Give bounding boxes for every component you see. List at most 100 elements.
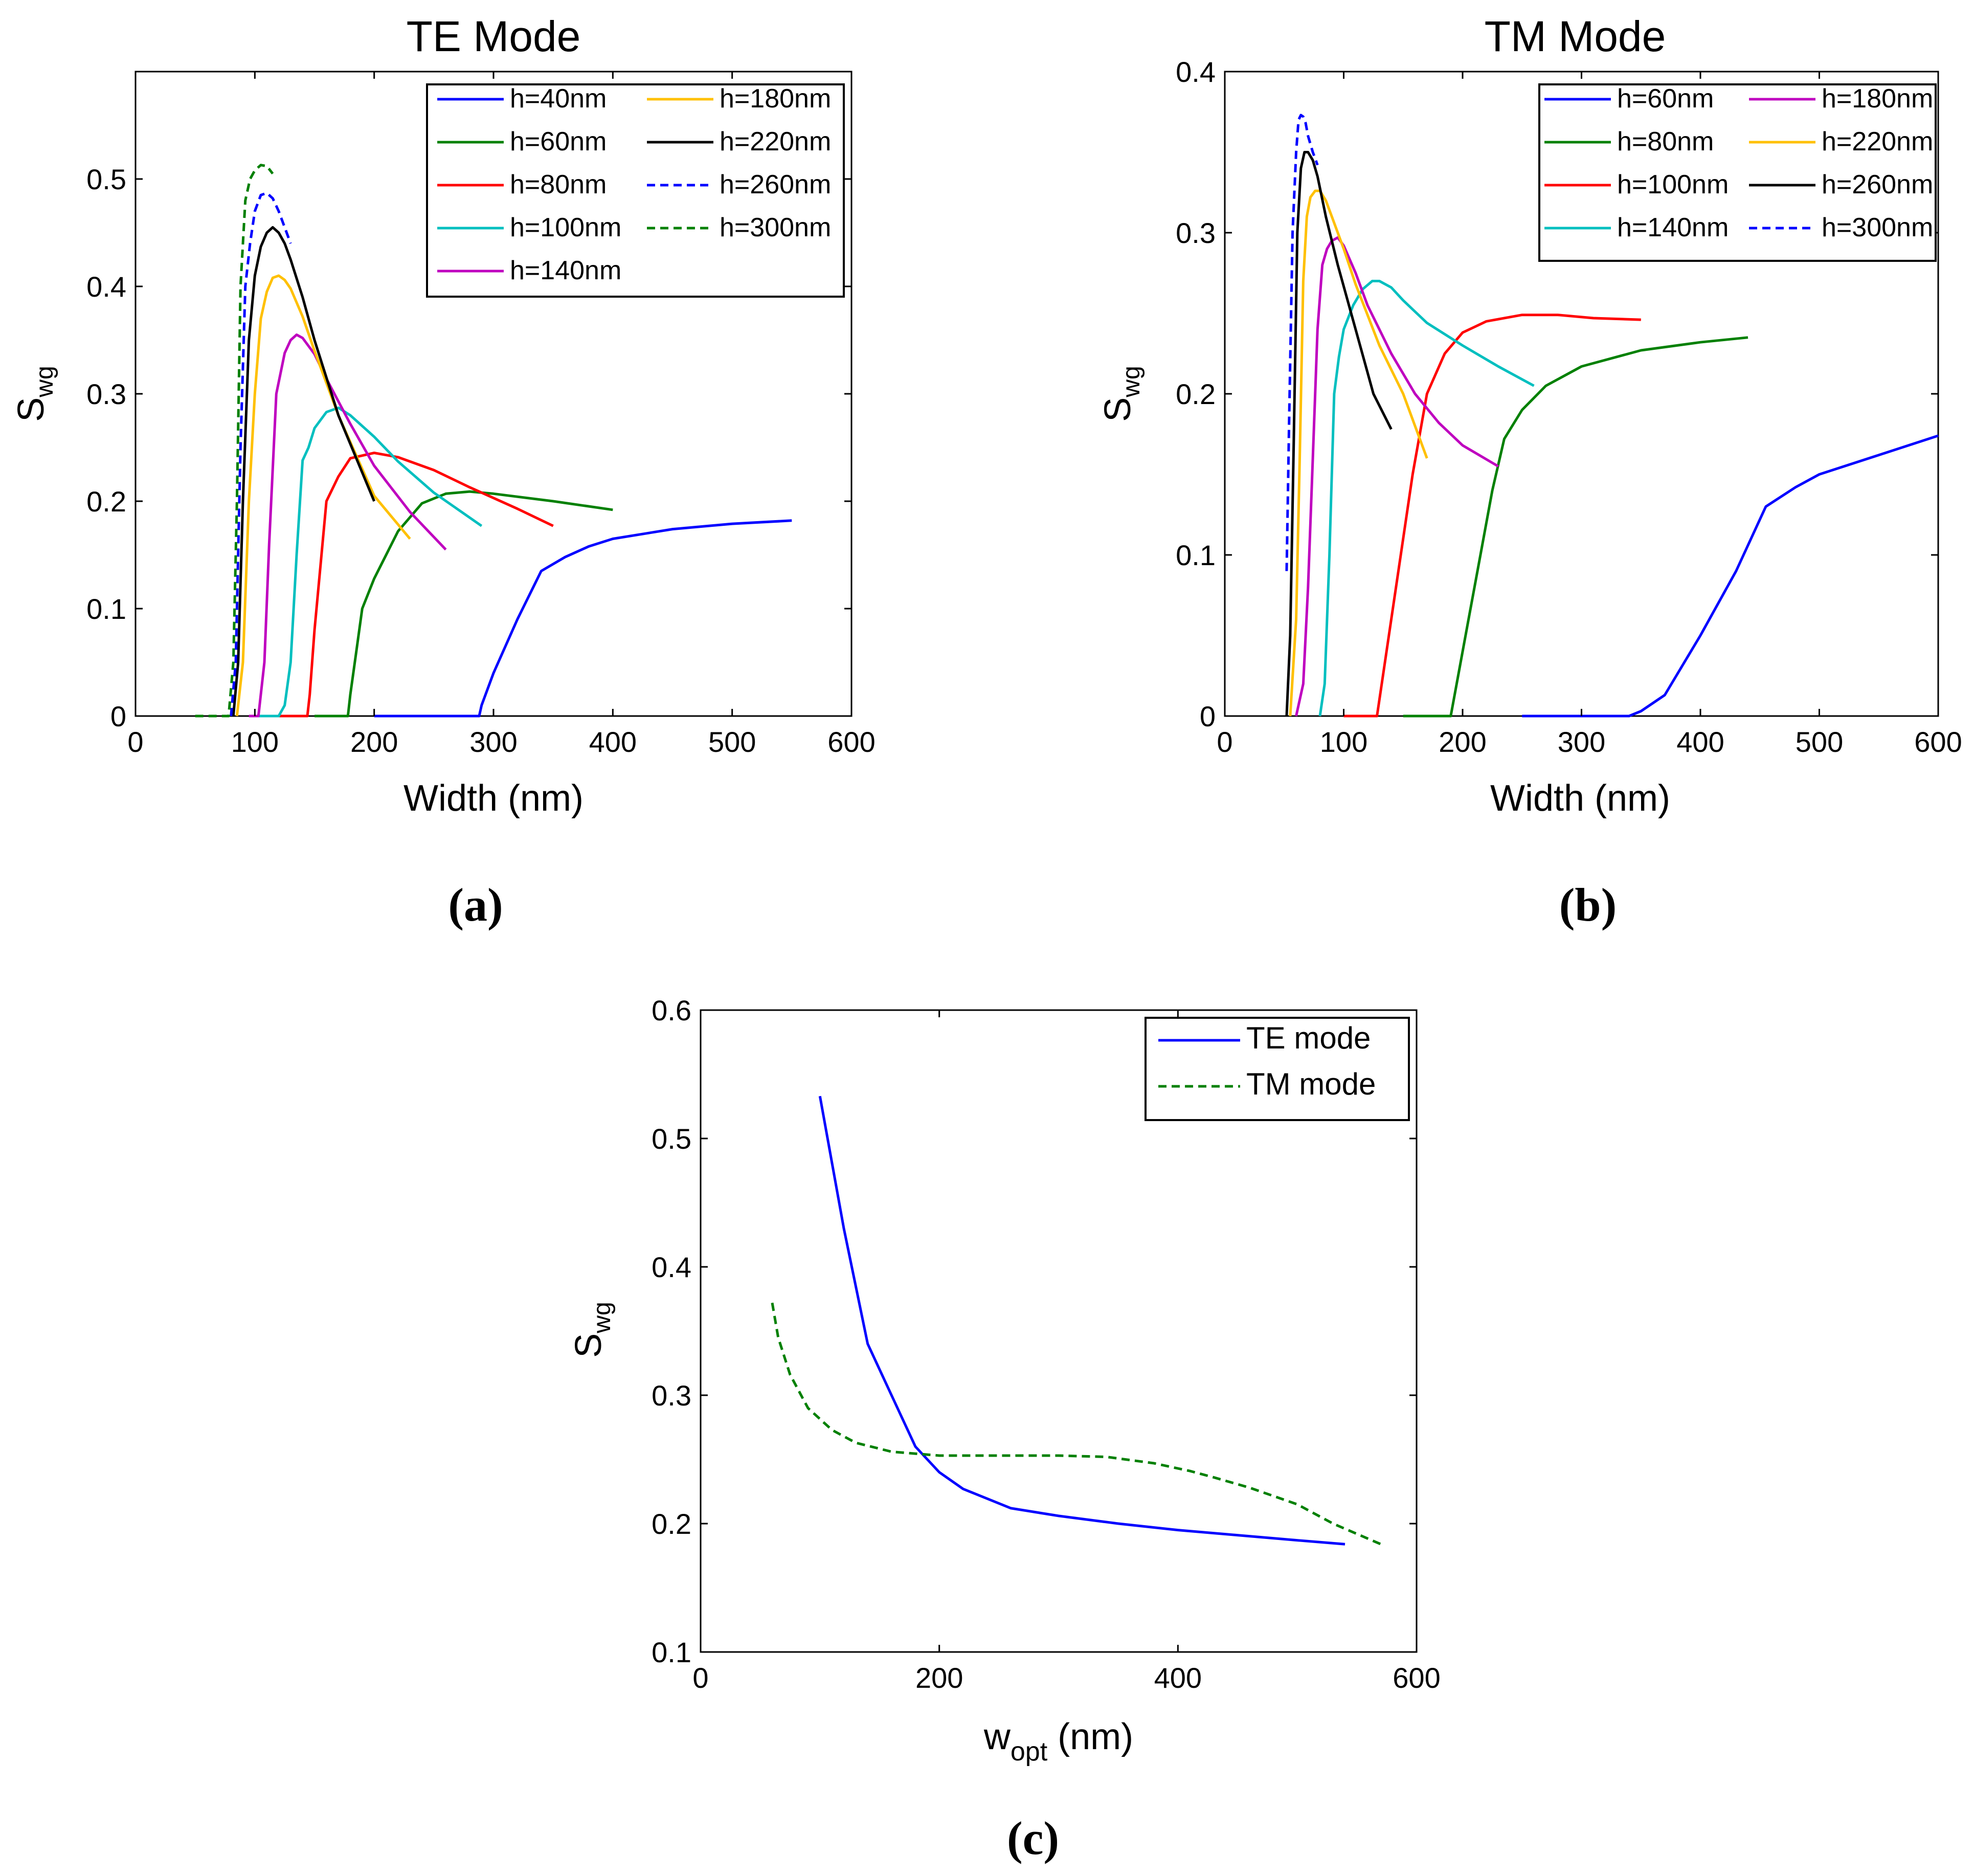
x-axis-label-a: Width (nm) [403, 778, 584, 819]
series-group-a [195, 164, 792, 718]
legend-label-b-1: h=80nm [1617, 127, 1714, 157]
y-tick-label-c-0: 0.1 [652, 1636, 691, 1668]
y-axis-label-c: Swg [568, 1302, 616, 1357]
legend-label-a-2: h=80nm [510, 170, 607, 199]
y-tick-label-a-0: 0 [110, 700, 126, 732]
x-tick-label-b-3: 300 [1558, 726, 1605, 758]
legend-label-b-2: h=100nm [1617, 170, 1729, 199]
y-tick-label-c-2: 0.3 [652, 1379, 691, 1412]
x-tick-label-a-3: 300 [469, 726, 517, 758]
series-line-c-1 [771, 1302, 1381, 1546]
y-axis-label-sub-b: wg [1118, 366, 1145, 397]
caption-a: (a) [448, 879, 503, 931]
series-line-b-7 [1285, 114, 1319, 571]
y-tick-label-a-1: 0.1 [86, 593, 126, 625]
y-tick-label-b-1: 0.1 [1176, 539, 1216, 571]
y-axis-label-b: Swg [1097, 366, 1145, 421]
legend-label-a-4: h=140nm [510, 256, 621, 285]
legend-label-b-5: h=220nm [1822, 127, 1933, 157]
legend-label-a-3: h=100nm [510, 213, 621, 242]
series-line-b-4 [1295, 236, 1499, 717]
legend-c: TE mode TM mode [1145, 1017, 1410, 1121]
series-line-b-2 [1343, 314, 1641, 718]
chart-title-b: TM Mode [1485, 12, 1666, 60]
y-tick-label-c-4: 0.5 [652, 1123, 691, 1155]
y-tick-label-b-3: 0.3 [1176, 217, 1216, 249]
x-axis-label-sub-c: opt [1011, 1737, 1048, 1767]
legend-entries-b: h=60nm h=80nm h=100nm h=140nm h=180nm h=220nm… [1544, 84, 1933, 242]
y-axis-label-main-a: S [11, 397, 52, 422]
y-tick-label-b-0: 0 [1200, 700, 1216, 732]
legend-label-c-0: TE mode [1246, 1021, 1371, 1055]
y-axis-label-main-b: S [1097, 397, 1138, 422]
y-tick-label-b-4: 0.4 [1176, 56, 1216, 88]
y-tick-label-a-5: 0.5 [86, 163, 126, 195]
x-tick-label-b-2: 200 [1439, 726, 1486, 758]
series-line-a-8 [195, 164, 274, 718]
legend-label-a-6: h=220nm [720, 127, 831, 157]
series-line-a-3 [255, 406, 483, 718]
y-tick-label-a-2: 0.2 [86, 485, 126, 518]
series-line-b-0 [1522, 434, 1939, 718]
y-tick-label-a-3: 0.3 [86, 378, 126, 410]
series-line-a-7 [230, 191, 292, 717]
series-group-c [771, 1096, 1381, 1546]
x-tick-label-c-1: 200 [915, 1662, 963, 1694]
legend-label-b-0: h=60nm [1617, 84, 1714, 114]
series-line-b-1 [1403, 336, 1748, 718]
x-tick-label-c-0: 0 [692, 1662, 708, 1694]
series-line-a-1 [315, 490, 613, 718]
series-line-b-6 [1285, 151, 1393, 717]
y-axis-label-main-c: S [568, 1333, 609, 1358]
x-tick-label-c-2: 400 [1154, 1662, 1202, 1694]
legend-label-a-8: h=300nm [720, 213, 831, 242]
y-tick-label-c-5: 0.6 [652, 994, 691, 1026]
legend-label-a-5: h=180nm [720, 84, 831, 114]
ticks-a: 0 100 200 300 400 500 600 0 0.1 0.2 0.3 0.4 0.5 [86, 72, 876, 758]
series-group-b [1285, 114, 1939, 718]
legend-entries-c: TE mode TM mode [1158, 1021, 1376, 1101]
x-axis-label-b: Width (nm) [1490, 778, 1670, 819]
series-line-a-0 [374, 519, 792, 718]
legend-box-a [426, 83, 845, 298]
x-tick-label-b-0: 0 [1217, 726, 1232, 758]
x-tick-label-a-6: 600 [827, 726, 875, 758]
x-tick-label-b-4: 400 [1676, 726, 1724, 758]
x-tick-label-b-5: 500 [1796, 726, 1843, 758]
x-tick-label-c-3: 600 [1393, 1662, 1440, 1694]
legend-label-b-3: h=140nm [1617, 213, 1729, 242]
x-tick-label-a-2: 200 [350, 726, 398, 758]
series-line-b-3 [1318, 280, 1535, 717]
x-tick-label-b-1: 100 [1320, 726, 1367, 758]
x-tick-label-a-4: 400 [589, 726, 637, 758]
legend-entries-a: h=40nm h=60nm h=80nm h=100nm h=140nm h=180nm h… [437, 84, 831, 285]
x-tick-label-a-0: 0 [127, 726, 143, 758]
caption-c: (c) [1007, 1812, 1059, 1864]
legend-box-c [1145, 1017, 1410, 1121]
legend-label-a-0: h=40nm [510, 84, 607, 114]
caption-b: (b) [1559, 879, 1617, 931]
series-line-a-2 [279, 452, 554, 718]
series-line-a-6 [232, 226, 376, 717]
y-tick-label-c-1: 0.2 [652, 1508, 691, 1540]
ticks-b: 0 100 200 300 400 500 600 0 0.1 0.2 0.3 0.4 [1176, 56, 1962, 758]
legend-b: h=60nm h=80nm h=100nm h=140nm h=180nm h=220nm… [1538, 83, 1937, 262]
ticks-c: 0 200 400 600 0.1 0.2 0.3 0.4 0.5 0.6 [652, 994, 1441, 1694]
legend-box-b [1538, 83, 1937, 262]
y-tick-label-a-4: 0.4 [86, 271, 126, 303]
panel-a: 0 100 200 300 400 500 600 0 0.1 0.2 0.3 0.4 0.5 TE M… [11, 12, 876, 931]
x-tick-label-a-1: 100 [231, 726, 279, 758]
y-axis-label-sub-c: wg [589, 1302, 616, 1333]
y-tick-label-b-2: 0.2 [1176, 378, 1216, 410]
legend-label-a-1: h=60nm [510, 127, 607, 157]
x-axis-label-suffix-c: (nm) [1047, 1716, 1133, 1757]
legend-label-b-6: h=260nm [1822, 170, 1933, 199]
y-axis-label-sub-a: wg [31, 366, 58, 397]
x-tick-label-b-6: 600 [1914, 726, 1962, 758]
panel-b: 0 100 200 300 400 500 600 0 0.1 0.2 0.3 0.4 TM Mode… [1097, 12, 1962, 931]
y-axis-label-a: Swg [11, 366, 58, 421]
panel-c: 0 200 400 600 0.1 0.2 0.3 0.4 0.5 0.6 wopt (nm) S… [568, 994, 1441, 1864]
legend-label-b-4: h=180nm [1822, 84, 1933, 114]
x-axis-label-c: wopt (nm) [983, 1716, 1133, 1767]
